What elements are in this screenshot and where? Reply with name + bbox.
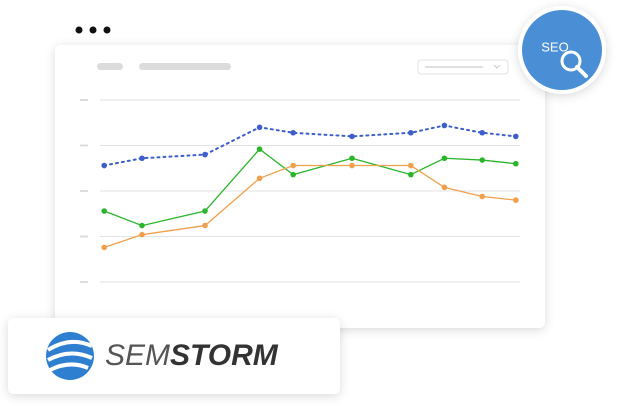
point [408, 129, 414, 136]
placeholder [139, 63, 231, 70]
point [139, 231, 145, 238]
window-dot [75, 26, 83, 34]
chevron [493, 64, 501, 69]
point [290, 129, 297, 136]
window-dot [103, 26, 111, 34]
point [202, 208, 208, 214]
point [290, 171, 297, 178]
point [139, 222, 145, 229]
point [349, 162, 355, 169]
series-line [103, 148, 517, 227]
point [349, 155, 355, 162]
point [256, 124, 263, 131]
point [441, 184, 448, 191]
point [101, 208, 107, 214]
point [479, 157, 486, 163]
brand-suffix: STORM [170, 339, 279, 372]
placeholder [425, 66, 483, 68]
placeholder [97, 63, 123, 70]
badge-label: SEO [541, 39, 568, 54]
series-line [103, 124, 517, 167]
point [441, 122, 448, 129]
point [479, 129, 486, 136]
brand: SEMSTORM [105, 339, 279, 372]
card [55, 45, 545, 328]
point [202, 222, 208, 229]
point [513, 197, 519, 203]
brand-prefix: SEM [105, 339, 170, 372]
window-dot [89, 26, 97, 34]
point [256, 146, 263, 152]
magnifier [560, 50, 582, 72]
point [202, 151, 208, 158]
plot [80, 99, 520, 283]
point [256, 175, 263, 182]
series-line [103, 164, 517, 249]
point [101, 244, 107, 251]
point [290, 162, 297, 169]
logo-icon [46, 332, 94, 380]
point [139, 155, 145, 162]
point [101, 162, 107, 169]
point [479, 193, 486, 200]
logo-card [8, 318, 340, 394]
point [408, 162, 414, 169]
point [349, 133, 355, 140]
point [513, 160, 519, 167]
point [513, 133, 519, 140]
magnifier-handle [575, 65, 588, 78]
point [441, 155, 448, 162]
point [408, 171, 414, 178]
